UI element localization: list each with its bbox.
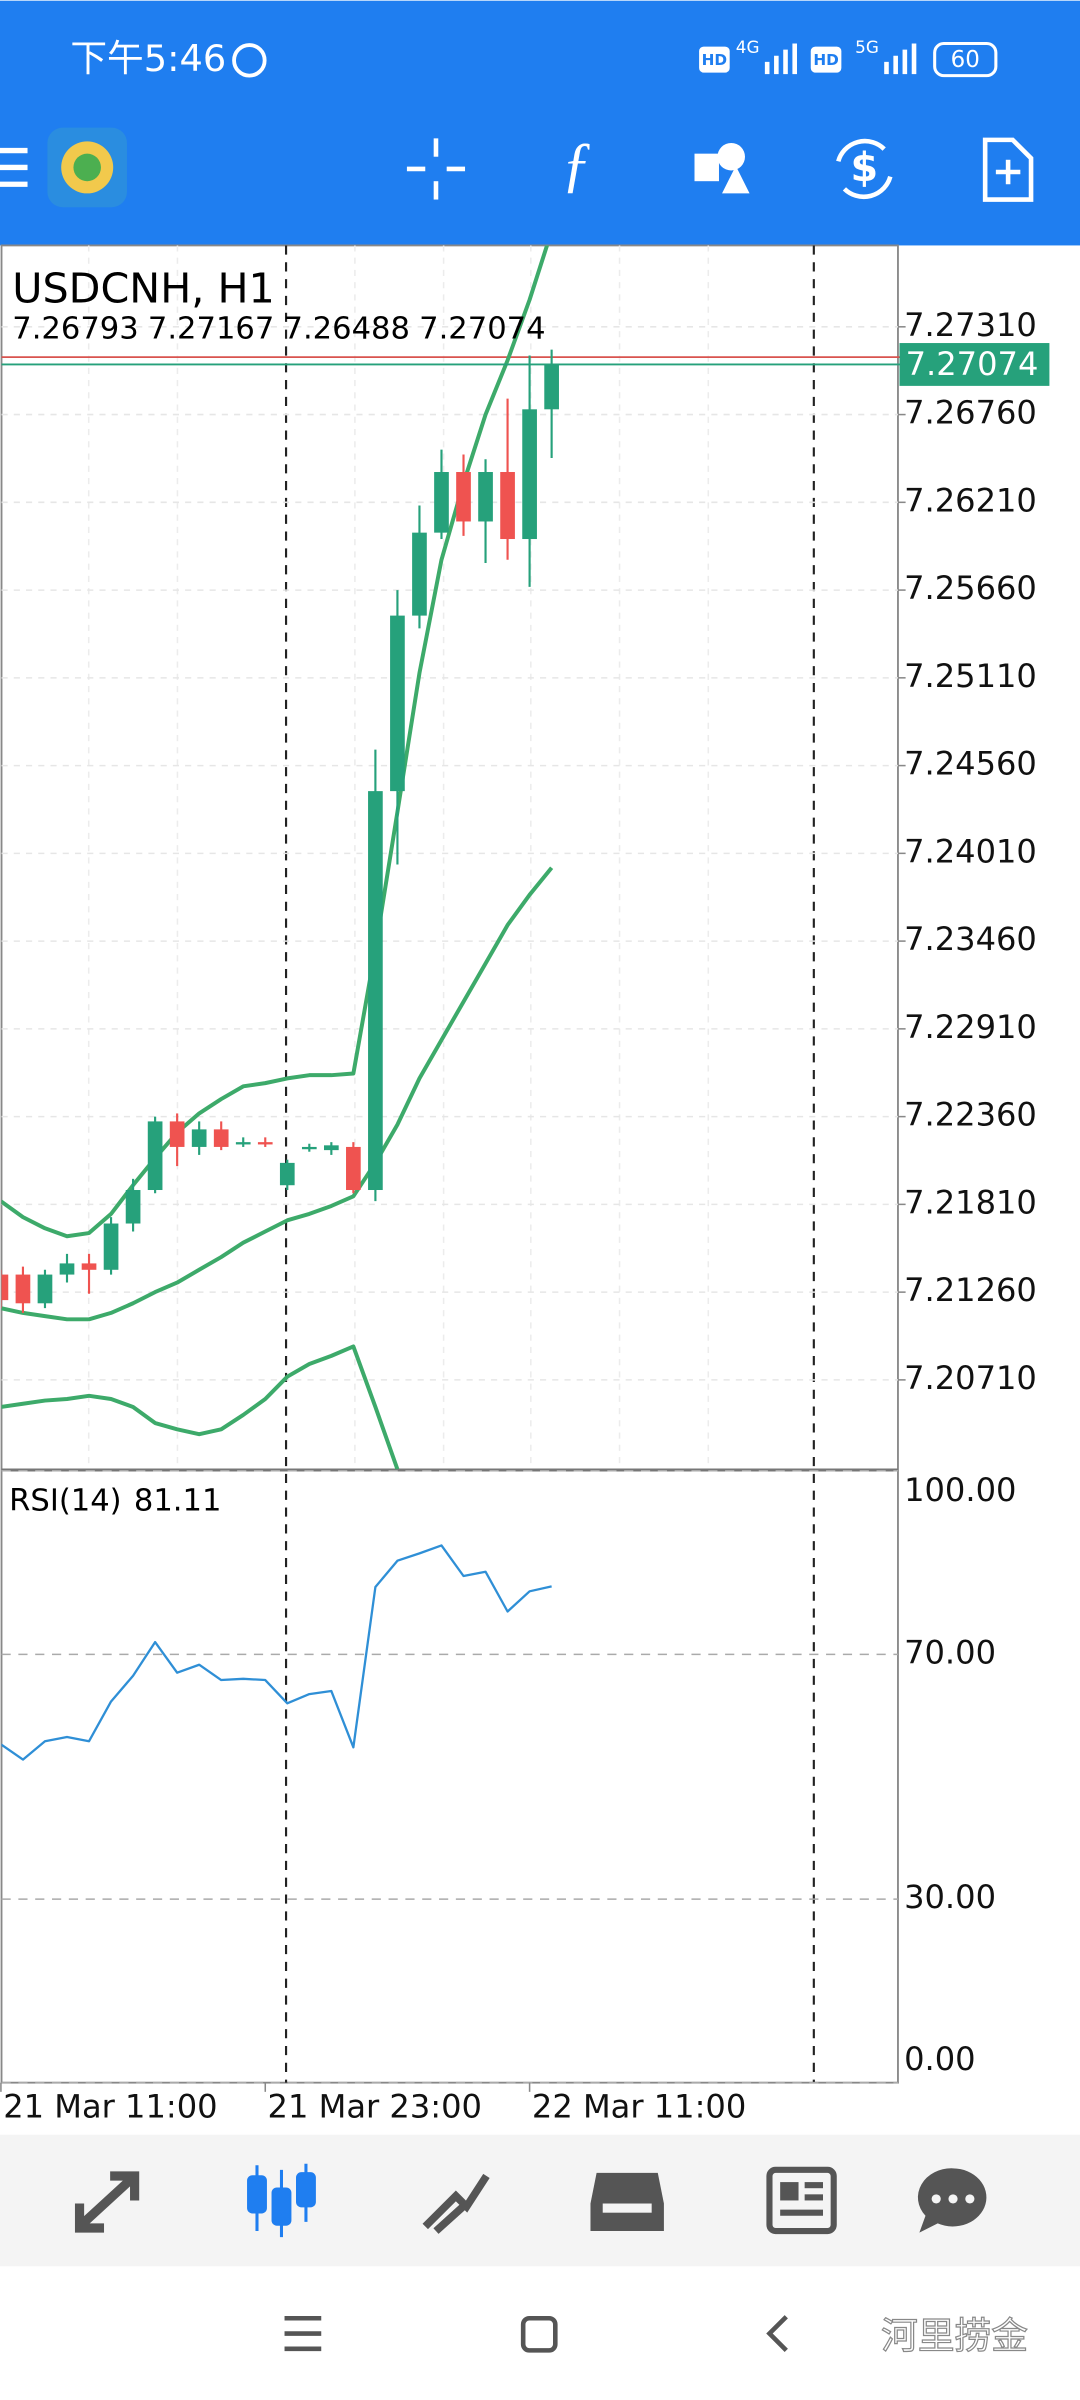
candle-body xyxy=(15,1274,31,1304)
symbol-title: USDCNH, H1 xyxy=(12,264,275,312)
rsi-tick-label: 70.00 xyxy=(904,1633,996,1671)
y-tick-label: 7.26210 xyxy=(904,481,1037,519)
bollinger-middle xyxy=(1,866,554,1322)
ohlc-high: 7.27167 xyxy=(148,311,274,346)
nav-home[interactable] xyxy=(520,2315,558,2353)
candle-body xyxy=(257,1142,273,1145)
x-tick-label: 22 Mar 11:00 xyxy=(532,2088,746,2126)
y-tick-label: 7.25660 xyxy=(904,569,1037,607)
rsi-tick-label: 100.00 xyxy=(904,1471,1016,1509)
y-tick-label: 7.24010 xyxy=(904,832,1037,870)
y-tick-label: 7.20710 xyxy=(904,1359,1037,1397)
crosshair-button[interactable] xyxy=(406,138,466,200)
last-price-label: 7.27074 xyxy=(906,345,1039,383)
ohlc-open: 7.26793 xyxy=(12,311,138,346)
x-tick-label: 21 Mar 23:00 xyxy=(268,2088,482,2126)
candle-body xyxy=(346,1146,361,1191)
candle-body xyxy=(522,409,537,540)
y-tick-label: 7.26760 xyxy=(904,394,1037,432)
candle-body xyxy=(191,1129,207,1147)
candle-body xyxy=(125,1190,141,1224)
candle-body xyxy=(103,1223,119,1270)
y-tick-label: 7.23460 xyxy=(904,920,1037,958)
signal-icon xyxy=(764,43,797,75)
candle-body xyxy=(500,472,515,540)
chart-tab[interactable] xyxy=(247,2163,316,2238)
hd-label: HD xyxy=(702,51,727,69)
rsi-tick-label: 30.00 xyxy=(904,1878,996,1916)
y-tick-label: 7.21810 xyxy=(904,1183,1037,1221)
candle-body xyxy=(434,472,449,533)
app-logo[interactable] xyxy=(47,127,127,208)
y-tick-label: 7.22360 xyxy=(904,1096,1037,1134)
rsi-title: RSI(14) 81.11 xyxy=(9,1483,221,1518)
rsi-line xyxy=(1,1544,552,1761)
y-tick-label: 7.27310 xyxy=(904,306,1037,344)
chart-frame xyxy=(0,244,899,2084)
candle-body xyxy=(213,1129,229,1147)
nav-back[interactable] xyxy=(766,2315,788,2352)
watermark: 河里捞金 xyxy=(881,2315,1028,2358)
candle-body xyxy=(478,472,493,522)
y-tick-label: 7.22910 xyxy=(904,1008,1037,1046)
hd-badge xyxy=(810,46,842,73)
candle-body xyxy=(412,532,427,616)
objects-button[interactable] xyxy=(694,142,750,194)
ohlc-low: 7.26488 xyxy=(284,311,410,346)
indicators-button[interactable]: ƒ xyxy=(561,131,592,199)
battery-icon xyxy=(933,41,998,78)
ohlc-header: 7.26793 7.27167 7.26488 7.27074 xyxy=(12,311,545,346)
candle-body xyxy=(59,1263,75,1275)
y-tick-label: 7.25110 xyxy=(904,657,1037,695)
y-tick-label: 7.21260 xyxy=(904,1271,1037,1309)
alarm-icon xyxy=(232,43,267,78)
candle-body xyxy=(147,1121,163,1191)
candle-body xyxy=(390,615,405,792)
last-price-box xyxy=(899,343,1050,386)
candle-body xyxy=(1,1274,9,1301)
candle-body xyxy=(279,1162,295,1186)
candle-body xyxy=(368,791,383,1191)
candle-body xyxy=(301,1146,317,1150)
hd-badge xyxy=(699,46,730,73)
candle-body xyxy=(169,1121,185,1147)
candle-body xyxy=(81,1263,97,1270)
rsi-label: RSI(14) xyxy=(9,1483,121,1518)
signal-icon xyxy=(884,43,917,75)
candle-body xyxy=(324,1145,339,1151)
quotes-tab[interactable] xyxy=(74,2171,140,2233)
candle-body xyxy=(544,364,559,410)
trade-button[interactable]: $ xyxy=(836,138,893,200)
hd-label: HD xyxy=(813,51,838,69)
battery-level: 60 xyxy=(951,47,980,73)
candle-body xyxy=(456,472,471,522)
x-tick-label: 21 Mar 11:00 xyxy=(3,2088,217,2126)
trade-tab[interactable] xyxy=(422,2173,490,2234)
messages-tab[interactable] xyxy=(917,2168,987,2233)
svg-text:$: $ xyxy=(850,145,878,191)
candle-body xyxy=(37,1274,53,1304)
rsi-value: 81.11 xyxy=(134,1483,222,1518)
nav-menu[interactable] xyxy=(284,2315,322,2352)
bollinger-lower xyxy=(1,1344,400,1470)
y-tick-label: 7.24560 xyxy=(904,745,1037,783)
rsi-tick-label: 0.00 xyxy=(904,2040,975,2078)
new-order-button[interactable] xyxy=(982,137,1034,202)
news-tab[interactable] xyxy=(766,2166,837,2235)
app-bar xyxy=(0,0,1080,246)
tab-bar xyxy=(0,2134,1080,2267)
history-tab[interactable] xyxy=(590,2172,664,2232)
watermark-icon xyxy=(851,2323,881,2353)
day-separator xyxy=(284,245,815,2083)
status-time: 下午5:46 xyxy=(70,37,226,80)
candle-body xyxy=(235,1142,251,1145)
menu-button[interactable] xyxy=(0,147,28,187)
network-label: 5G xyxy=(855,37,879,57)
ohlc-close: 7.27074 xyxy=(419,311,545,346)
network-label: 4G xyxy=(736,37,760,57)
